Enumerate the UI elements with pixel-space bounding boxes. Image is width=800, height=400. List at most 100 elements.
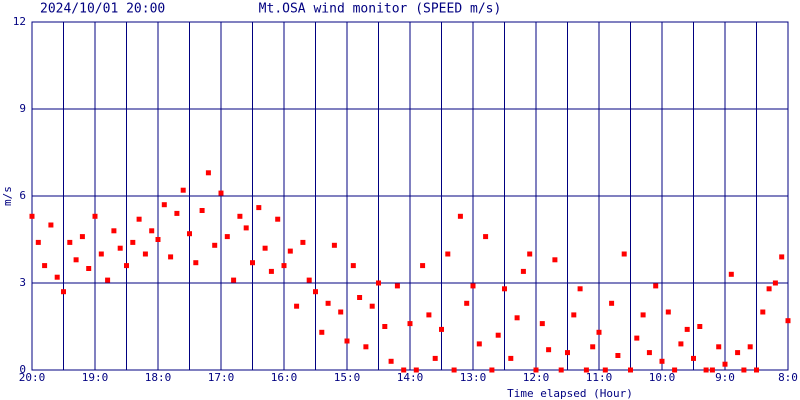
x-tick-label: 17:0 [208, 371, 235, 384]
data-point [338, 309, 344, 315]
data-point [42, 263, 48, 269]
data-point [357, 295, 363, 300]
x-tick-label: 19:0 [82, 371, 109, 384]
data-point [495, 332, 501, 338]
data-point [369, 303, 375, 309]
data-point [382, 324, 388, 329]
data-point [281, 263, 287, 269]
y-tick-label: 9 [19, 102, 26, 115]
data-point [376, 280, 381, 286]
y-tick-label: 3 [19, 276, 26, 289]
data-point [439, 326, 444, 332]
data-point [256, 205, 262, 211]
data-point [697, 324, 703, 329]
data-point [237, 213, 243, 219]
data-point [640, 312, 646, 318]
x-axis-label: Time elapsed (Hour) [507, 387, 633, 400]
data-point [388, 358, 394, 364]
data-point [218, 190, 224, 196]
data-point [363, 344, 369, 350]
data-point [105, 277, 111, 283]
data-point [67, 239, 73, 245]
data-point [262, 245, 268, 251]
data-point [98, 251, 104, 257]
data-point [48, 222, 54, 228]
data-point [187, 231, 192, 237]
data-point [294, 303, 300, 309]
data-point [193, 260, 199, 266]
data-point [760, 309, 766, 315]
data-point [527, 251, 533, 257]
data-point [92, 213, 98, 219]
data-point [224, 234, 230, 240]
chart-title: Mt.OSA wind monitor (SPEED m/s) [259, 2, 502, 17]
data-point [180, 187, 186, 193]
data-point [319, 329, 325, 335]
x-tick-label: 15:0 [334, 371, 361, 384]
data-point [741, 367, 747, 373]
data-point [61, 289, 66, 295]
data-point [659, 358, 665, 364]
data-point [678, 341, 684, 347]
data-point [313, 289, 318, 295]
data-point [628, 367, 633, 373]
data-point [716, 344, 722, 350]
data-point [306, 277, 312, 283]
data-point [464, 300, 470, 306]
data-point [722, 361, 728, 367]
data-point [73, 257, 79, 263]
data-point [709, 367, 715, 373]
data-point [754, 367, 759, 373]
data-point [174, 210, 180, 216]
data-point [602, 367, 608, 373]
data-point [728, 271, 734, 277]
data-point [483, 234, 489, 240]
y-tick-label: 0 [19, 363, 26, 376]
data-point [287, 248, 293, 254]
x-tick-label: 20:0 [19, 371, 46, 384]
data-point [136, 216, 142, 222]
data-point [665, 309, 671, 315]
data-point [747, 344, 753, 350]
data-point [426, 312, 432, 318]
data-point [445, 251, 451, 257]
data-point [168, 254, 174, 260]
data-point [275, 216, 281, 222]
data-point [684, 326, 690, 332]
x-tick-label: 13:0 [460, 371, 487, 384]
data-point [325, 300, 331, 306]
x-tick-label: 14:0 [397, 371, 424, 384]
data-point [401, 367, 407, 373]
data-point [155, 237, 161, 242]
data-point [413, 367, 419, 373]
data-point [35, 239, 41, 245]
data-point [331, 242, 337, 248]
data-point [470, 283, 476, 289]
data-point [772, 280, 778, 286]
y-tick-label: 12 [13, 15, 26, 28]
x-tick-label: 9:0 [715, 371, 735, 384]
data-point [691, 355, 696, 361]
data-point [344, 338, 350, 344]
data-point [558, 367, 564, 373]
data-point [514, 315, 520, 321]
data-point [703, 367, 709, 373]
data-point [199, 208, 205, 213]
data-point [300, 239, 306, 245]
timestamp: 2024/10/01 20:00 [40, 2, 165, 17]
data-point [420, 263, 426, 269]
y-tick-label: 6 [19, 189, 26, 202]
data-point [86, 266, 92, 271]
data-point [539, 321, 545, 327]
data-point [268, 268, 274, 274]
x-tick-label: 16:0 [271, 371, 298, 384]
data-point [205, 170, 211, 176]
data-point [117, 245, 123, 251]
data-point [79, 234, 85, 240]
x-tick-label: 11:0 [586, 371, 613, 384]
data-point [250, 260, 255, 266]
data-point [735, 350, 741, 356]
data-point [590, 344, 596, 350]
